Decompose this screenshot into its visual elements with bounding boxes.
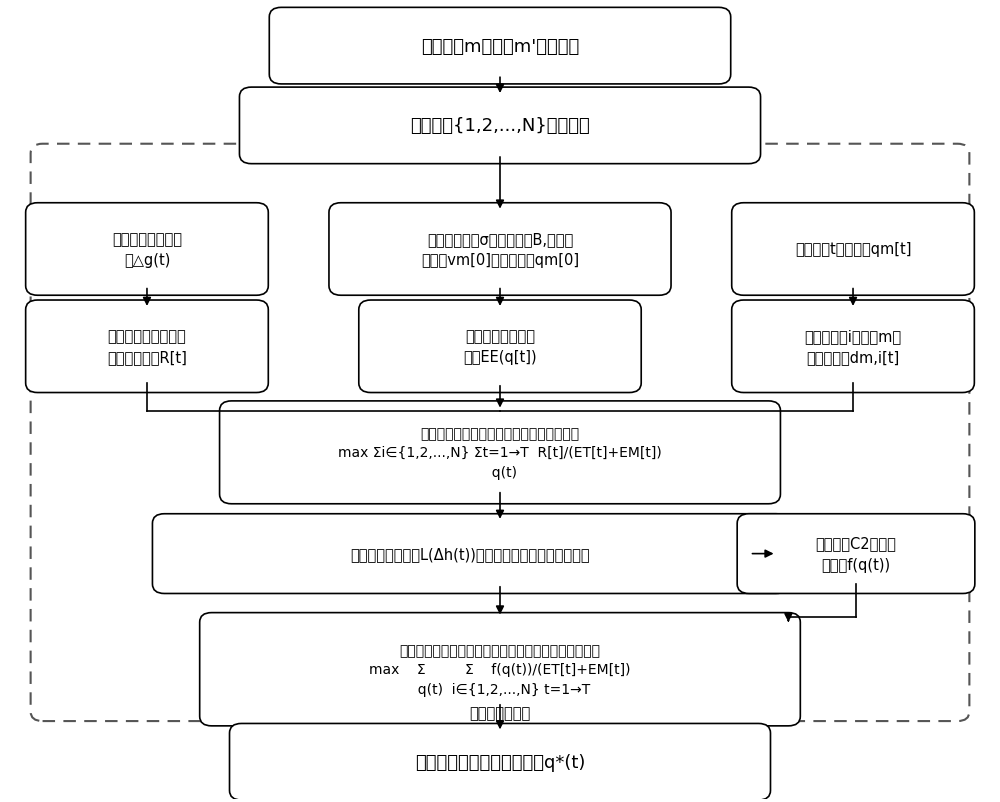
Text: 计算车辆t时刻位置qm[t]: 计算车辆t时刻位置qm[t]	[795, 242, 911, 257]
Text: 得到约束C2的闭环
表达式f(q(t)): 得到约束C2的闭环 表达式f(q(t))	[816, 536, 896, 572]
FancyBboxPatch shape	[230, 723, 770, 800]
Text: 引入不确定信道增
益△g(t): 引入不确定信道增 益△g(t)	[112, 232, 182, 268]
FancyBboxPatch shape	[269, 8, 731, 85]
Text: 建立多无人机群对地
链路通信模型R[t]: 建立多无人机群对地 链路通信模型R[t]	[107, 329, 187, 365]
FancyBboxPatch shape	[239, 88, 761, 164]
FancyBboxPatch shape	[200, 613, 800, 726]
Text: 获取无人机群最优飞行轨迹q*(t): 获取无人机群最优飞行轨迹q*(t)	[415, 753, 585, 771]
FancyBboxPatch shape	[26, 204, 268, 296]
FancyBboxPatch shape	[737, 514, 975, 593]
Text: 凸优化求解模型: 凸优化求解模型	[469, 706, 531, 721]
FancyBboxPatch shape	[152, 514, 788, 593]
FancyBboxPatch shape	[220, 401, 780, 504]
FancyBboxPatch shape	[26, 301, 268, 393]
Text: 获取噪声参数σ，信道带宽B,车辆初
始速度vm[0]和当前位置qm[0]: 获取噪声参数σ，信道带宽B,车辆初 始速度vm[0]和当前位置qm[0]	[421, 232, 579, 268]
Text: 无人机群{1,2,...,N}监听信道: 无人机群{1,2,...,N}监听信道	[410, 117, 590, 136]
Text: 得到无随机约束多中继无人机能效最优航迹规划模型：
max    Σ         Σ    f(q(t))/(ET[t]+EM[t])
  q(t)  i∈{: 得到无随机约束多中继无人机能效最优航迹规划模型： max Σ Σ f(q(t))…	[369, 643, 631, 696]
FancyBboxPatch shape	[732, 204, 974, 296]
Text: 构建能量效率目标
函数EE(q[t]): 构建能量效率目标 函数EE(q[t])	[463, 329, 537, 365]
Text: 地面车辆m向基站m'请求传输: 地面车辆m向基站m'请求传输	[421, 38, 579, 55]
FancyBboxPatch shape	[329, 204, 671, 296]
FancyBboxPatch shape	[732, 301, 974, 393]
Text: 建立多中继无人机能效最优航迹规划模型：
max Σi∈{1,2,...,N} Σt=1→T  R[t]/(ET[t]+EM[t])
  q(t): 建立多中继无人机能效最优航迹规划模型： max Σi∈{1,2,...,N} Σ…	[338, 427, 662, 480]
Text: 建立拉格朗日函数L(Δh(t))，令其满足一阶最优约束条件: 建立拉格朗日函数L(Δh(t))，令其满足一阶最优约束条件	[350, 546, 590, 561]
Text: 计算无人机i与车辆m之
间的距离：dm,i[t]: 计算无人机i与车辆m之 间的距离：dm,i[t]	[804, 329, 902, 365]
FancyBboxPatch shape	[359, 301, 641, 393]
